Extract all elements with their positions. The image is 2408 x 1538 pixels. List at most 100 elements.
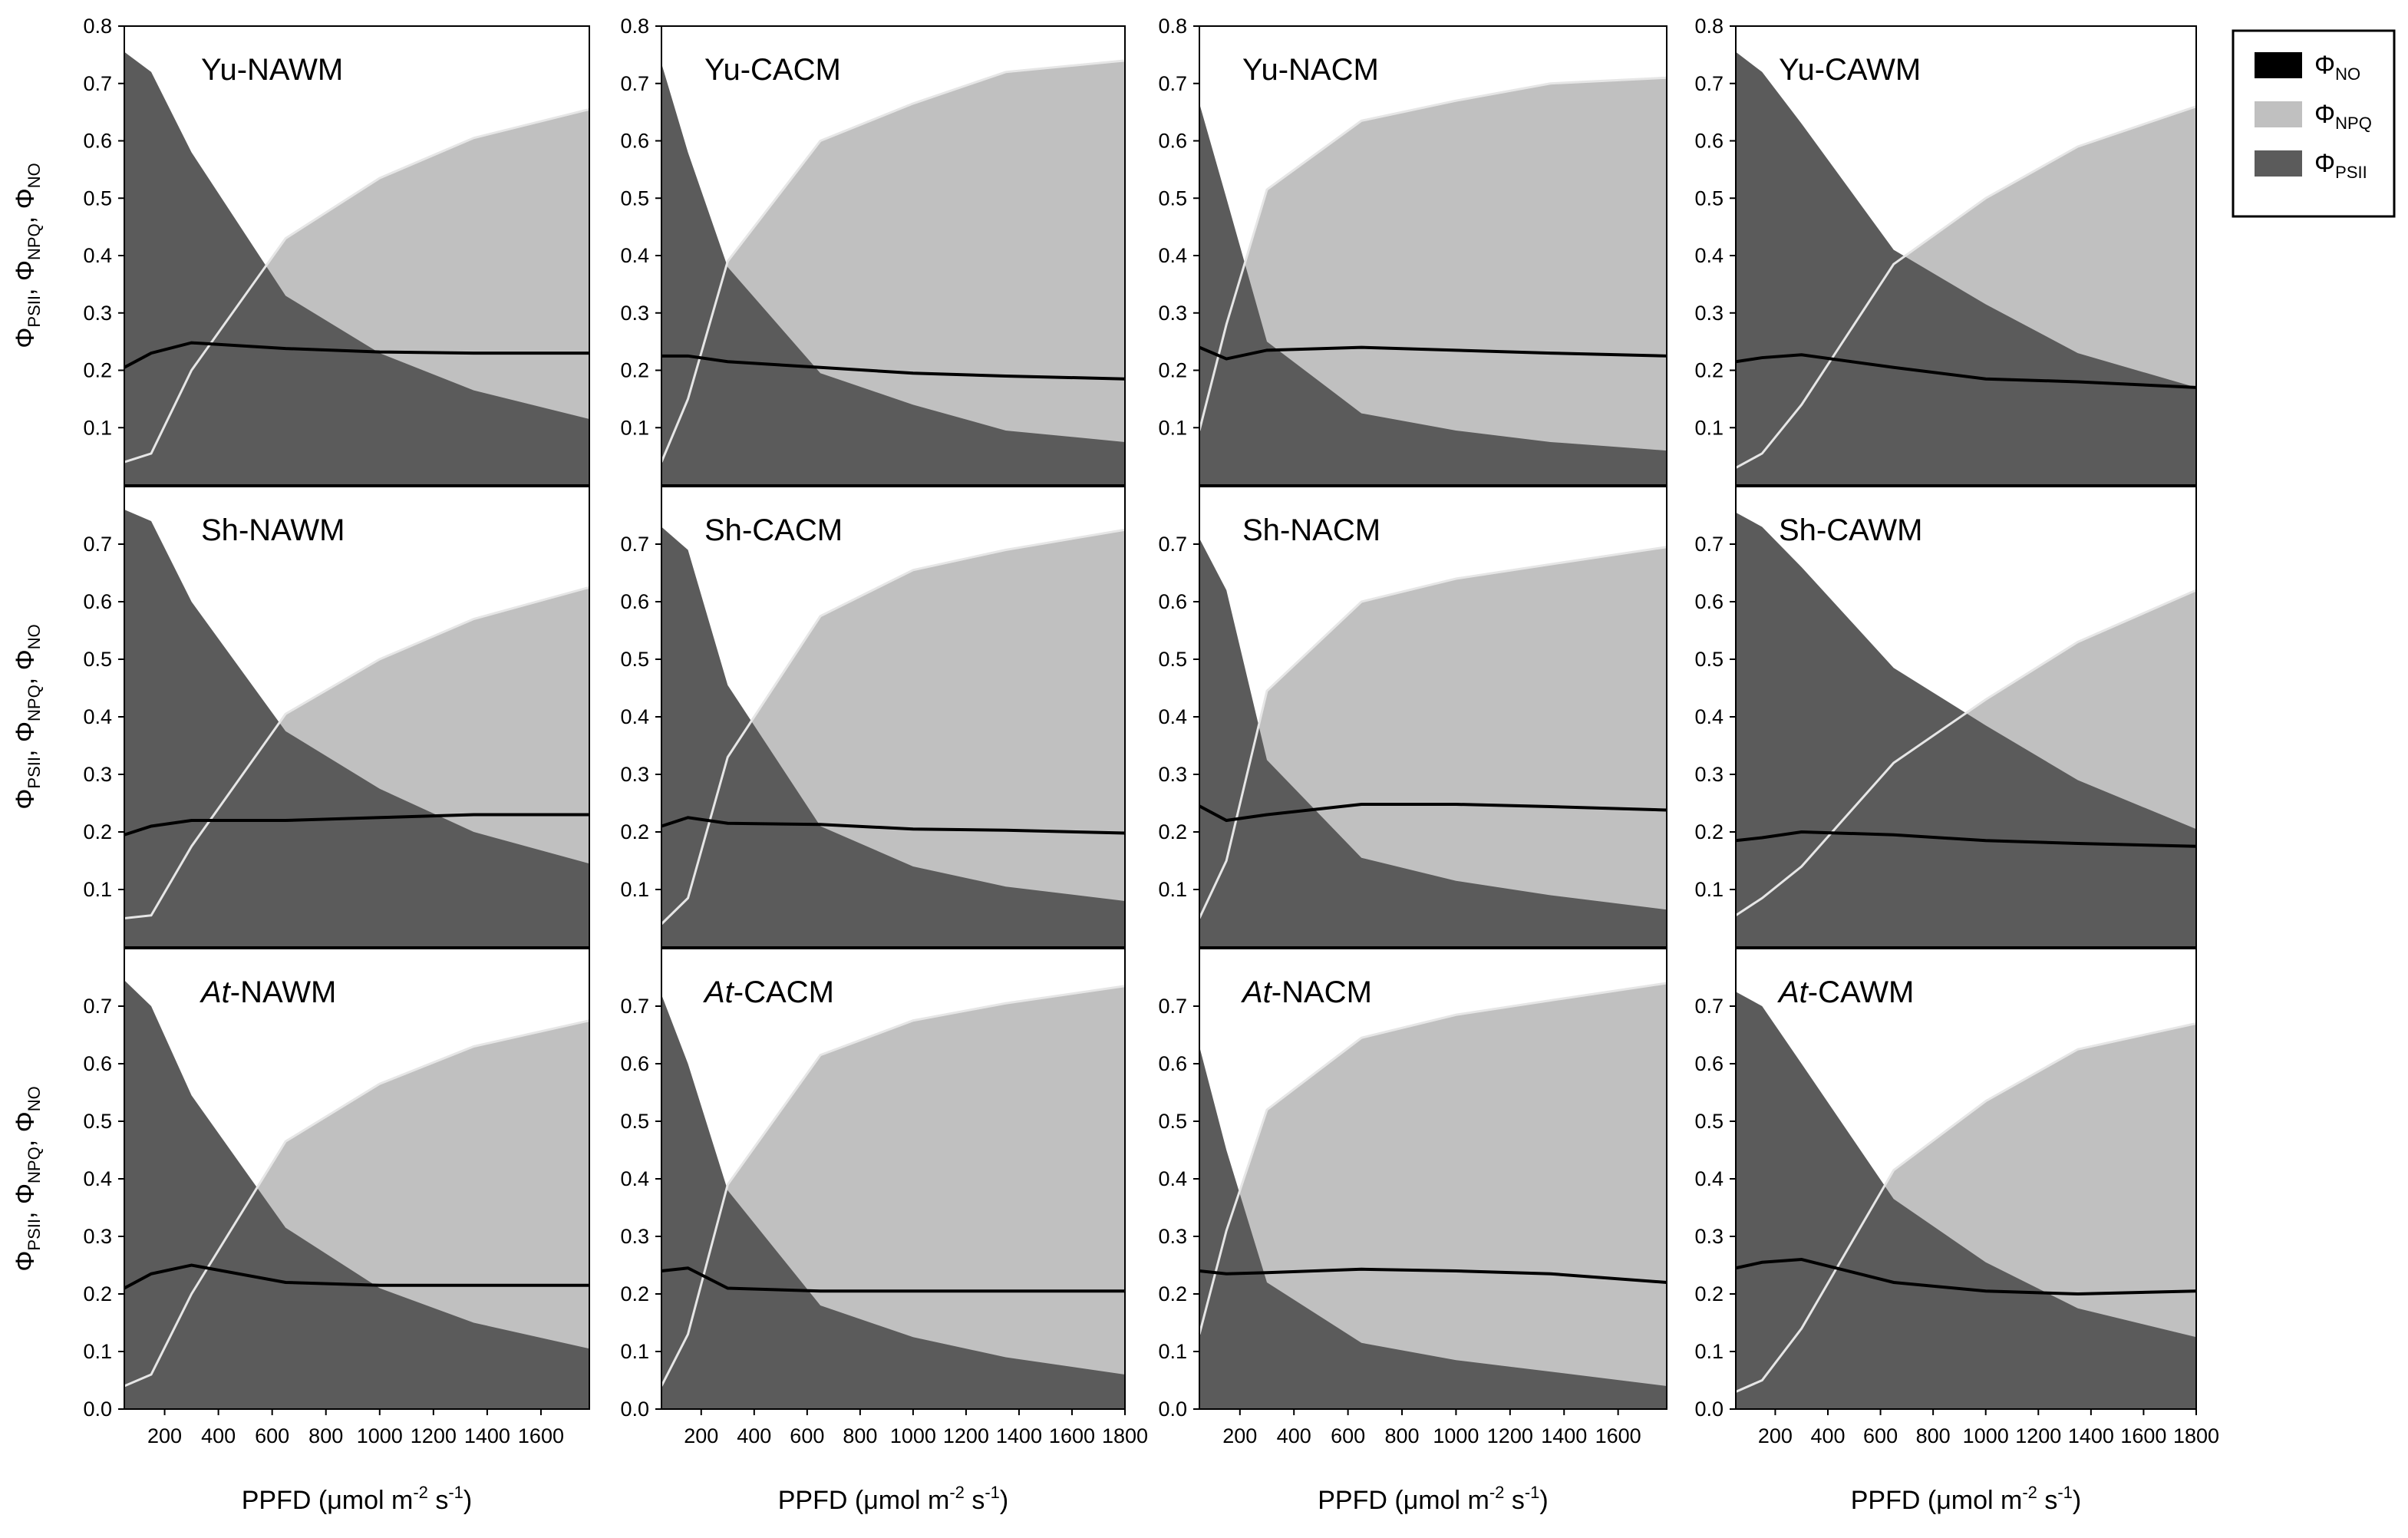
legend-swatch-npq (2255, 101, 2302, 127)
psii-area (661, 63, 1125, 485)
y-tick-label: 0.3 (83, 302, 112, 325)
y-tick-label: 0.1 (620, 416, 649, 439)
legend-label-no: ΦNO (2314, 51, 2360, 84)
x-tick-label: 1400 (2068, 1424, 2114, 1447)
x-tick-label: 600 (1863, 1424, 1898, 1447)
y-tick-label: 0.3 (1158, 302, 1187, 325)
y-tick-label: 0.5 (1694, 186, 1724, 210)
y-tick-label: 0.5 (83, 1110, 112, 1133)
panel-sh-nawm: 0.1 0.2 0.3 0.4 0.5 0.6 0.7 Sh-NAWM (83, 486, 590, 948)
x-axis-label: PPFD (μmol m-2 s-1) (1851, 1483, 2082, 1515)
y-tick-label: 0.5 (620, 1110, 649, 1133)
y-tick-label: 0.1 (83, 1340, 112, 1363)
x-tick-label: 800 (843, 1424, 877, 1447)
y-tick-label: 0.1 (1158, 878, 1187, 901)
y-tick-label: 0.4 (1158, 244, 1187, 267)
x-tick-label: 1400 (996, 1424, 1042, 1447)
panel-at-cacm: 0.0 0.1 0.2 0.3 0.4 0.5 0.6 0.7 200 400 600 800 1000… (620, 948, 1148, 1447)
x-tick-label: 1200 (2015, 1424, 2061, 1447)
psii-area (661, 526, 1125, 947)
panel-title: At-NAWM (200, 975, 336, 1009)
psii-area (1199, 538, 1667, 947)
y-tick-label: 0.8 (83, 15, 112, 38)
legend-swatch-psii (2255, 150, 2302, 177)
x-tick-label: 1600 (2120, 1424, 2166, 1447)
y-tick-label: 0.7 (1158, 533, 1187, 556)
y-tick-label: 0.3 (1158, 1225, 1187, 1248)
y-tick-label: 0.6 (620, 130, 649, 153)
y-tick-label: 0.1 (1694, 1340, 1724, 1363)
x-tick-label: 800 (1916, 1424, 1951, 1447)
x-tick-label: 1000 (1963, 1424, 2009, 1447)
y-tick-label: 0.7 (620, 533, 649, 556)
no-series-line (124, 1263, 589, 1290)
psii-area (1736, 992, 2196, 1409)
psii-area (661, 995, 1125, 1409)
y-axis-label: ΦPSII, ΦNPQ, ΦNO (11, 1086, 44, 1272)
x-axis-label: PPFD (μmol m-2 s-1) (778, 1483, 1009, 1515)
x-axis-label: PPFD (μmol m-2 s-1) (242, 1483, 473, 1515)
panel-title: Sh-CAWM (1779, 513, 1922, 547)
y-tick-label: 0.3 (83, 1225, 112, 1248)
y-tick-label: 0.6 (1158, 130, 1187, 153)
y-tick-label: 0.4 (1694, 1167, 1724, 1190)
y-tick-label: 0.1 (83, 416, 112, 439)
y-tick-label: 0.5 (83, 186, 112, 210)
y-tick-label: 0.5 (1158, 186, 1187, 210)
npq-boundary-line (1198, 982, 1667, 1335)
x-tick-label: 600 (790, 1424, 824, 1447)
panel-title: Yu-CAWM (1779, 53, 1921, 87)
y-tick-label: 0.1 (1694, 878, 1724, 901)
y-tick-label: 0.1 (620, 1340, 649, 1363)
panel-yu-cawm: 0.1 0.2 0.3 0.4 0.5 0.6 0.7 0.8 Yu-CAWM (1694, 15, 2197, 486)
y-tick-label: 0.1 (1694, 416, 1724, 439)
panel-title: Sh-NACM (1242, 513, 1380, 547)
psii-area (1736, 51, 2196, 485)
x-tick-label: 1200 (1487, 1424, 1533, 1447)
y-tick-label: 0.4 (620, 244, 649, 267)
psii-area (124, 980, 589, 1409)
npq-boundary-line (1735, 589, 2197, 917)
y-tick-label: 0.6 (1694, 590, 1724, 613)
y-tick-label: 0.8 (1158, 15, 1187, 38)
panel-at-cawm: 0.0 0.1 0.2 0.3 0.4 0.5 0.6 0.7 200 400 600 800 1000… (1694, 948, 2219, 1447)
panel-yu-nawm: 0.1 0.2 0.3 0.4 0.5 0.6 0.7 0.8 Yu-NAWM (83, 15, 590, 486)
psii-area (1199, 103, 1667, 485)
npq-boundary-line (1735, 105, 2197, 469)
y-tick-label: 0.8 (1694, 15, 1724, 38)
no-series-line (1735, 353, 2197, 389)
x-tick-label: 1000 (1433, 1424, 1479, 1447)
y-tick-label: 0.7 (83, 995, 112, 1018)
y-axis-label: ΦPSII, ΦNPQ, ΦNO (11, 163, 44, 348)
x-tick-label: 1800 (1102, 1424, 1148, 1447)
y-tick-label: 0.2 (620, 1282, 649, 1305)
npq-boundary-line (124, 107, 590, 464)
y-tick-label: 0.6 (1694, 130, 1724, 153)
panel-at-nawm: 0.0 0.1 0.2 0.3 0.4 0.5 0.6 0.7 200 400 600 800 1000… (83, 948, 590, 1447)
y-tick-label: 0.7 (620, 995, 649, 1018)
panel-title: At-CAWM (1777, 975, 1914, 1009)
y-tick-label: 0.7 (1158, 995, 1187, 1018)
panel-at-nacm: 0.0 0.1 0.2 0.3 0.4 0.5 0.6 0.7 200 400 600 800 1000… (1158, 948, 1667, 1447)
y-tick-label: 0.3 (1694, 1225, 1724, 1248)
y-tick-label: 0.1 (1158, 1340, 1187, 1363)
panel-title: Sh-CACM (704, 513, 843, 547)
x-tick-label: 1000 (357, 1424, 403, 1447)
y-tick-label: 0.4 (1694, 705, 1724, 728)
y-tick-label: 0.2 (83, 820, 112, 843)
y-tick-label: 0.1 (1158, 416, 1187, 439)
npq-boundary-line (1198, 76, 1667, 431)
x-tick-label: 1600 (1049, 1424, 1095, 1447)
y-tick-label: 0.7 (1158, 72, 1187, 95)
x-tick-label: 600 (1331, 1424, 1365, 1447)
y-tick-label: 0.2 (83, 1282, 112, 1305)
y-tick-label: 0.3 (620, 1225, 649, 1248)
x-tick-label: 200 (1222, 1424, 1257, 1447)
y-tick-label: 0.6 (1694, 1052, 1724, 1075)
panel-title: Yu-NAWM (201, 53, 343, 87)
y-tick-label: 0.4 (620, 1167, 649, 1190)
y-tick-label: 0.2 (83, 359, 112, 382)
x-tick-label: 1600 (1595, 1424, 1641, 1447)
x-tick-label: 1800 (2173, 1424, 2219, 1447)
